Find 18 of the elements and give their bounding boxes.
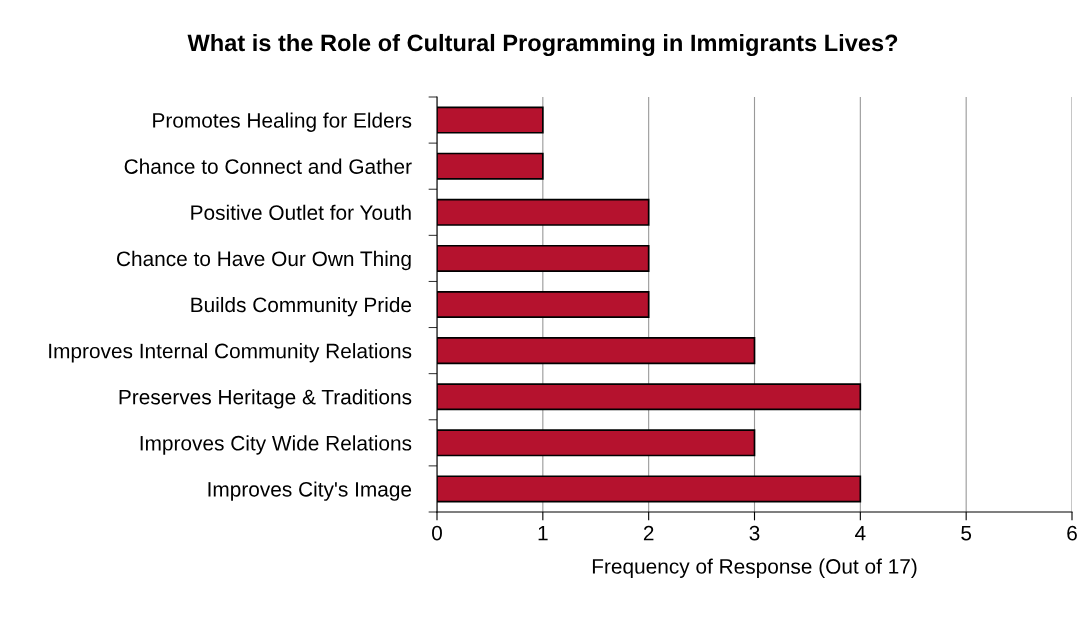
y-tick-label: Positive Outlet for Youth — [191, 204, 411, 221]
x-tick-label: 3 — [749, 525, 760, 541]
y-tick-label: Improves Internal Community Relations — [49, 343, 412, 363]
y-tick-label: Preserves Heritage & Traditions — [119, 389, 412, 409]
x-tick-label: 6 — [1067, 525, 1077, 541]
x-axis-title: Frequency of Response (Out of 17) — [592, 558, 917, 578]
x-tick-label: 4 — [855, 525, 866, 541]
y-tick-label: Chance to Have Our Own Thing — [117, 250, 411, 271]
chart-title: What is the Role of Cultural Programming in Immigrants Lives? — [187, 33, 898, 57]
y-tick-label: Builds Community Pride — [191, 296, 412, 317]
x-tick-label: 0 — [432, 525, 442, 541]
y-tick-label: Promotes Healing for Elders — [153, 112, 412, 132]
x-tick-label: 2 — [643, 525, 654, 541]
x-tick-label: 1 — [538, 525, 548, 541]
x-tick-label: 5 — [961, 525, 972, 541]
y-tick-label: Improves City's Image — [208, 481, 412, 501]
y-tick-label: Improves City Wide Relations — [140, 435, 412, 455]
y-tick-label: Chance to Connect and Gather — [124, 158, 412, 174]
